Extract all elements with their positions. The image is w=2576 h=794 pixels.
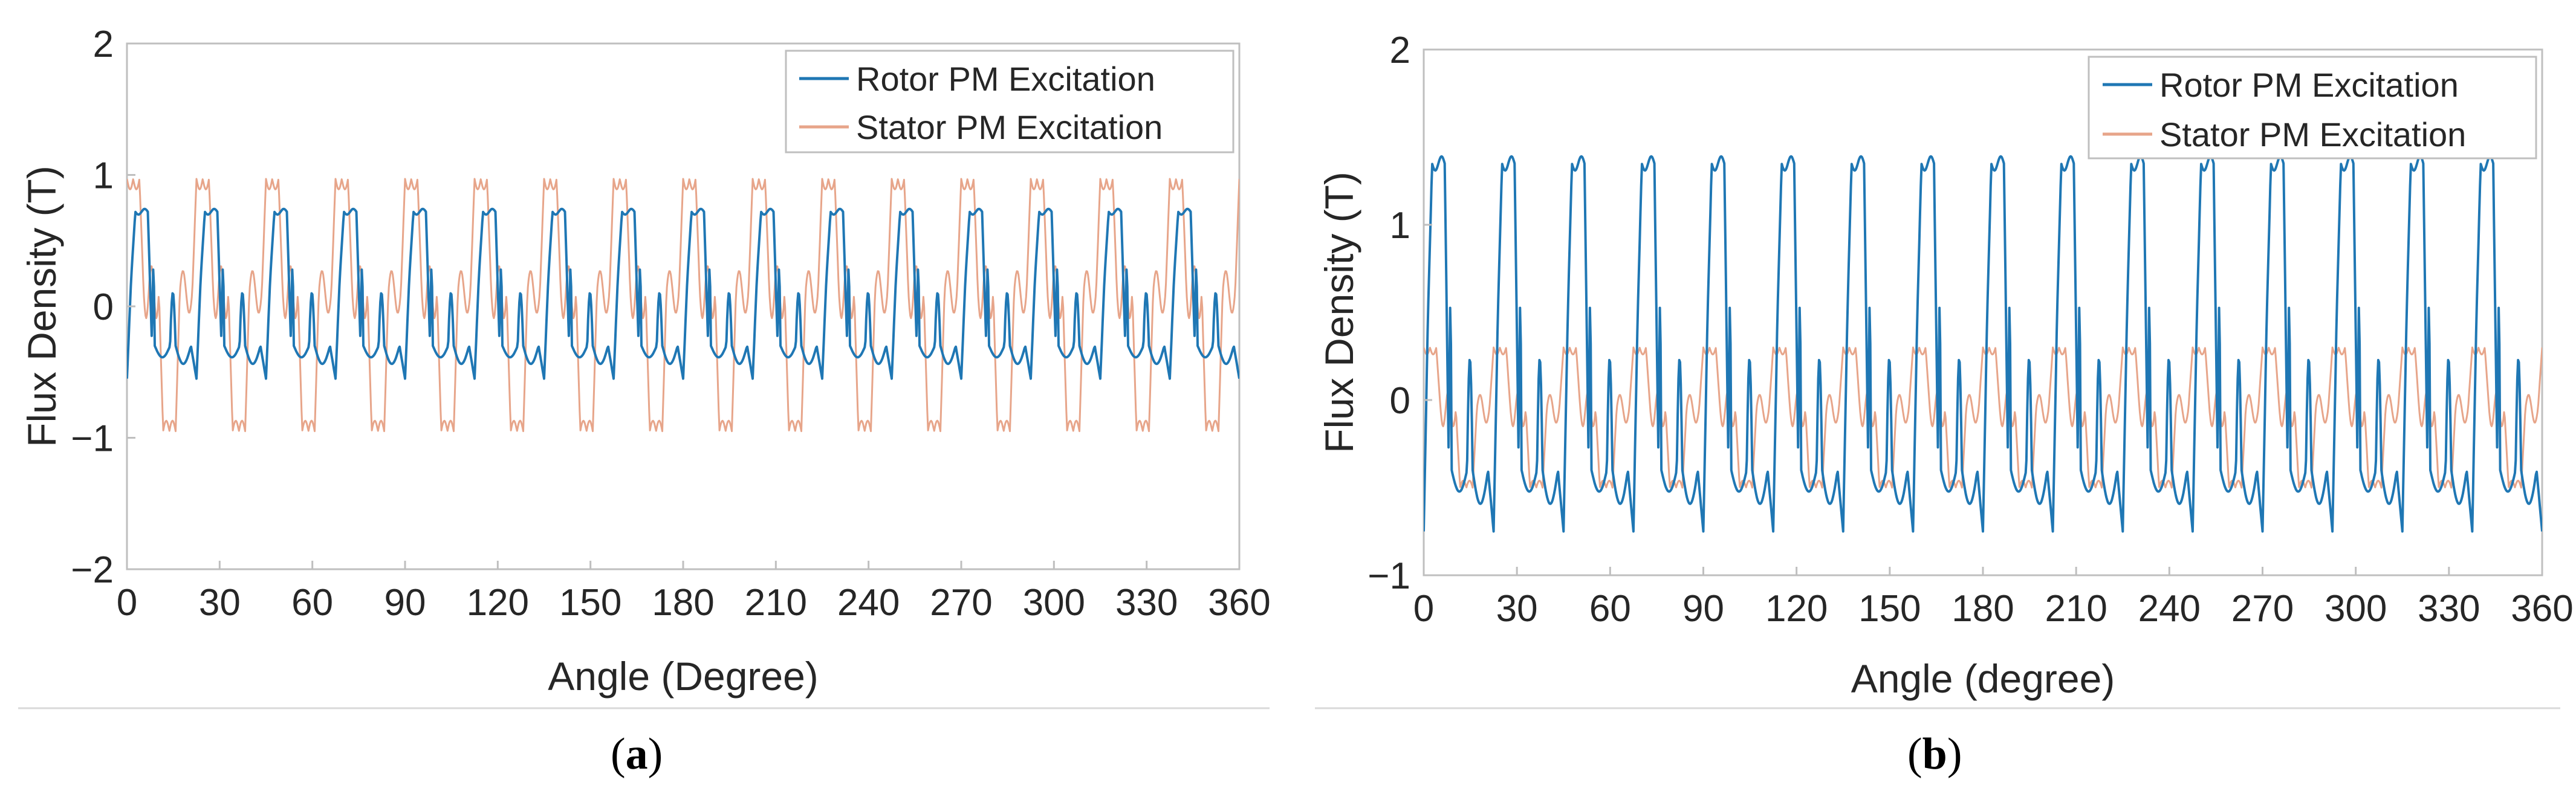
x-tick-label-a: 150 — [559, 582, 621, 624]
x-tick-label-b: 150 — [1858, 588, 1921, 630]
y-tick-label-b: −1 — [1367, 555, 1410, 597]
x-tick-label-b: 300 — [2325, 588, 2387, 630]
x-tick-label-b: 180 — [1951, 588, 2014, 630]
x-tick-label-a: 60 — [291, 582, 333, 624]
x-axis-label-a: Angle (Degree) — [548, 654, 819, 699]
chart-panel-a: −2 −1 0 1 2 0 30 60 90 120 150 180 210 240 270 300 330 3… — [18, 24, 1271, 779]
x-tick-label-b: 240 — [2138, 588, 2201, 630]
x-tick-label-a: 180 — [652, 582, 714, 624]
legend-a: Rotor PM Excitation Stator PM Excitation — [785, 50, 1234, 153]
x-tick-label-b: 60 — [1589, 588, 1631, 630]
x-tick-label-b: 330 — [2418, 588, 2480, 630]
x-tick-label-b: 360 — [2511, 588, 2573, 630]
series-line-rotor-b — [1424, 155, 2542, 533]
x-tick-label-a: 30 — [199, 582, 241, 624]
series-group-b — [1424, 155, 2542, 533]
y-tick-label-a: −1 — [71, 418, 114, 460]
x-tick-label-b: 210 — [2045, 588, 2107, 630]
x-tick-label-b: 0 — [1413, 588, 1434, 630]
panel-label-a: (a) — [611, 729, 663, 779]
x-tick-label-a: 210 — [745, 582, 807, 624]
x-tick-label-a: 120 — [467, 582, 529, 624]
y-axis-label-a: Flux Density (T) — [19, 166, 64, 447]
panel-letter-a: a — [626, 729, 648, 779]
y-tick-label-b: 0 — [1390, 380, 1410, 422]
x-tick-label-b: 30 — [1496, 588, 1538, 630]
y-tick-label-a: −2 — [71, 549, 114, 591]
x-tick-label-a: 360 — [1208, 582, 1270, 624]
x-axis-label-b: Angle (degree) — [1851, 656, 2115, 701]
legend-b: Rotor PM Excitation Stator PM Excitation — [2088, 56, 2537, 160]
x-tick-label-a: 90 — [384, 582, 426, 624]
panel-label-b: (b) — [1907, 729, 1962, 779]
x-tick-label-a: 330 — [1115, 582, 1178, 624]
x-tick-labels-b: 0 30 60 90 120 150 180 210 240 270 300 330 360 — [1413, 567, 2574, 630]
y-axis-label-b: Flux Density (T) — [1317, 172, 1361, 453]
x-tick-label-a: 0 — [117, 582, 137, 624]
legend-label-rotor-a: Rotor PM Excitation — [856, 60, 1155, 98]
legend-box-a — [785, 50, 1234, 153]
x-tick-labels-a: 0 30 60 90 120 150 180 210 240 270 300 330 360 — [117, 561, 1271, 624]
series-group-a — [127, 178, 1239, 433]
x-tick-label-a: 240 — [837, 582, 900, 624]
legend-box-b — [2088, 56, 2537, 160]
x-tick-label-b: 90 — [1682, 588, 1724, 630]
legend-label-stator-a: Stator PM Excitation — [856, 108, 1163, 146]
x-tick-label-a: 300 — [1023, 582, 1085, 624]
y-tick-label-a: 2 — [93, 24, 114, 65]
y-tick-label-b: 2 — [1390, 30, 1410, 71]
y-tick-labels-b: −1 0 1 2 — [1367, 30, 1432, 597]
y-tick-label-a: 0 — [93, 286, 114, 328]
y-tick-label-a: 1 — [93, 155, 114, 197]
panel-letter-b: b — [1922, 729, 1947, 779]
x-tick-label-b: 120 — [1765, 588, 1828, 630]
y-tick-label-b: 1 — [1390, 205, 1410, 247]
legend-label-stator-b: Stator PM Excitation — [2159, 115, 2466, 153]
x-tick-label-b: 270 — [2231, 588, 2294, 630]
legend-label-rotor-b: Rotor PM Excitation — [2159, 66, 2459, 104]
x-tick-label-a: 270 — [930, 582, 992, 624]
series-line-rotor-a — [127, 207, 1239, 380]
y-tick-labels-a: −2 −1 0 1 2 — [71, 24, 135, 591]
